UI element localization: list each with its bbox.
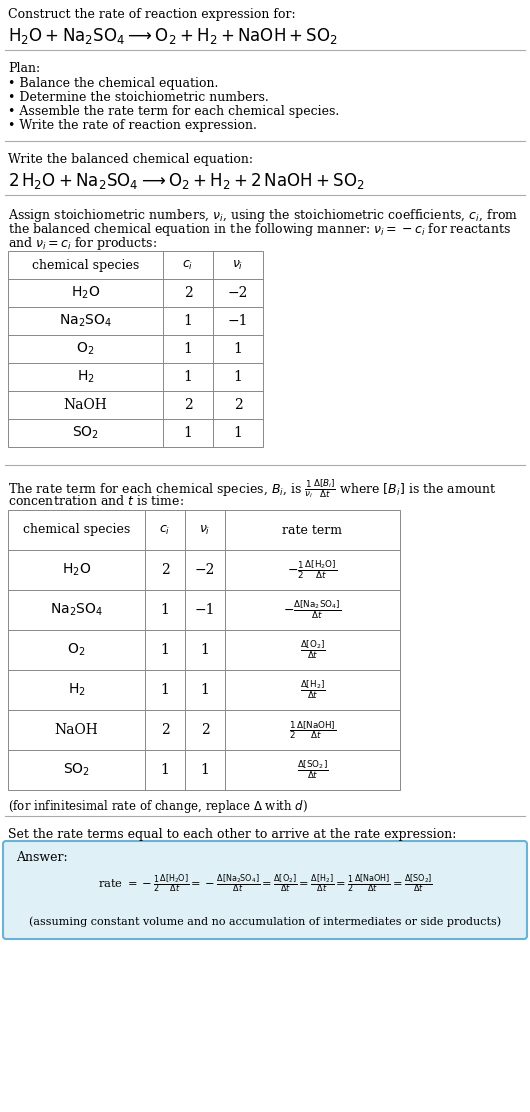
Text: $\nu_i$: $\nu_i$ <box>199 524 211 537</box>
Text: 2: 2 <box>183 286 192 300</box>
Text: 1: 1 <box>161 643 170 657</box>
Text: 2: 2 <box>201 723 209 737</box>
Text: the balanced chemical equation in the following manner: $\nu_i = -c_i$ for react: the balanced chemical equation in the fo… <box>8 221 511 238</box>
Text: • Write the rate of reaction expression.: • Write the rate of reaction expression. <box>8 119 257 132</box>
Text: $\mathrm{O_2}$: $\mathrm{O_2}$ <box>67 642 86 658</box>
Text: Plan:: Plan: <box>8 62 40 75</box>
Text: $c_i$: $c_i$ <box>182 258 193 271</box>
Text: $\mathrm{Na_2SO_4}$: $\mathrm{Na_2SO_4}$ <box>50 602 103 618</box>
Text: 1: 1 <box>161 763 170 777</box>
Text: $\frac{\Delta[\mathrm{O_2}]}{\Delta t}$: $\frac{\Delta[\mathrm{O_2}]}{\Delta t}$ <box>299 638 325 662</box>
Text: −1: −1 <box>195 603 215 617</box>
Text: 1: 1 <box>183 426 192 440</box>
Text: −1: −1 <box>228 314 248 328</box>
Text: 1: 1 <box>234 426 242 440</box>
Text: 1: 1 <box>200 763 209 777</box>
Text: $\mathrm{SO_2}$: $\mathrm{SO_2}$ <box>63 762 90 778</box>
Text: 1: 1 <box>183 314 192 328</box>
Text: $\mathrm{H_2}$: $\mathrm{H_2}$ <box>77 369 94 385</box>
Text: 1: 1 <box>234 342 242 356</box>
Text: NaOH: NaOH <box>64 398 108 413</box>
Text: • Assemble the rate term for each chemical species.: • Assemble the rate term for each chemic… <box>8 105 339 118</box>
Text: 1: 1 <box>183 342 192 356</box>
Text: $\mathrm{O_2}$: $\mathrm{O_2}$ <box>76 340 95 357</box>
Text: rate $= -\frac{1}{2}\frac{\Delta[\mathrm{H_2O}]}{\Delta t}= -\frac{\Delta[\mathr: rate $= -\frac{1}{2}\frac{\Delta[\mathrm… <box>98 872 432 895</box>
Text: $-\frac{1}{2}\frac{\Delta[\mathrm{H_2O}]}{\Delta t}$: $-\frac{1}{2}\frac{\Delta[\mathrm{H_2O}]… <box>287 558 338 582</box>
Text: concentration and $t$ is time:: concentration and $t$ is time: <box>8 494 184 508</box>
Text: Set the rate terms equal to each other to arrive at the rate expression:: Set the rate terms equal to each other t… <box>8 828 456 841</box>
Text: $\frac{\Delta[\mathrm{H_2}]}{\Delta t}$: $\frac{\Delta[\mathrm{H_2}]}{\Delta t}$ <box>299 678 325 702</box>
Text: • Determine the stoichiometric numbers.: • Determine the stoichiometric numbers. <box>8 91 269 105</box>
Text: Assign stoichiometric numbers, $\nu_i$, using the stoichiometric coefficients, $: Assign stoichiometric numbers, $\nu_i$, … <box>8 207 518 224</box>
Text: and $\nu_i = c_i$ for products:: and $\nu_i = c_i$ for products: <box>8 235 157 252</box>
Text: 1: 1 <box>183 370 192 384</box>
Text: • Balance the chemical equation.: • Balance the chemical equation. <box>8 77 218 90</box>
Text: $c_i$: $c_i$ <box>160 524 171 537</box>
Text: chemical species: chemical species <box>32 258 139 271</box>
Text: rate term: rate term <box>282 524 342 536</box>
Text: (for infinitesimal rate of change, replace $\Delta$ with $d$): (for infinitesimal rate of change, repla… <box>8 798 308 815</box>
Text: $-\frac{\Delta[\mathrm{Na_2SO_4}]}{\Delta t}$: $-\frac{\Delta[\mathrm{Na_2SO_4}]}{\Delt… <box>284 598 341 622</box>
FancyBboxPatch shape <box>3 841 527 939</box>
Text: −2: −2 <box>228 286 248 300</box>
Text: $\mathrm{H_2O + Na_2SO_4 \longrightarrow O_2 + H_2 + NaOH + SO_2}$: $\mathrm{H_2O + Na_2SO_4 \longrightarrow… <box>8 26 338 46</box>
Text: 1: 1 <box>234 370 242 384</box>
Text: $\mathrm{H_2}$: $\mathrm{H_2}$ <box>68 682 85 698</box>
Text: $\mathrm{H_2O}$: $\mathrm{H_2O}$ <box>62 562 91 578</box>
Text: (assuming constant volume and no accumulation of intermediates or side products): (assuming constant volume and no accumul… <box>29 916 501 926</box>
Text: $\frac{\Delta[\mathrm{SO_2}]}{\Delta t}$: $\frac{\Delta[\mathrm{SO_2}]}{\Delta t}$ <box>297 758 328 782</box>
Text: 1: 1 <box>161 603 170 617</box>
Text: $\mathrm{H_2O}$: $\mathrm{H_2O}$ <box>71 285 100 301</box>
Text: Write the balanced chemical equation:: Write the balanced chemical equation: <box>8 153 253 166</box>
Text: chemical species: chemical species <box>23 524 130 536</box>
Text: Answer:: Answer: <box>16 851 68 864</box>
Bar <box>8 510 400 790</box>
Text: The rate term for each chemical species, $B_i$, is $\frac{1}{\nu_i}\frac{\Delta[: The rate term for each chemical species,… <box>8 477 497 499</box>
Text: 2: 2 <box>161 723 170 737</box>
Text: 1: 1 <box>161 683 170 697</box>
Text: 2: 2 <box>161 563 170 577</box>
Text: 2: 2 <box>234 398 242 413</box>
Text: $\mathrm{SO_2}$: $\mathrm{SO_2}$ <box>72 425 99 441</box>
Text: NaOH: NaOH <box>55 723 99 737</box>
Text: −2: −2 <box>195 563 215 577</box>
Text: 2: 2 <box>183 398 192 413</box>
Text: Construct the rate of reaction expression for:: Construct the rate of reaction expressio… <box>8 8 296 21</box>
Text: 1: 1 <box>200 643 209 657</box>
Text: $\mathrm{2\,H_2O + Na_2SO_4 \longrightarrow O_2 + H_2 + 2\,NaOH + SO_2}$: $\mathrm{2\,H_2O + Na_2SO_4 \longrightar… <box>8 171 365 191</box>
Text: $\frac{1}{2}\frac{\Delta[\mathrm{NaOH}]}{\Delta t}$: $\frac{1}{2}\frac{\Delta[\mathrm{NaOH}]}… <box>289 719 336 741</box>
Bar <box>8 251 263 447</box>
Text: $\mathrm{Na_2SO_4}$: $\mathrm{Na_2SO_4}$ <box>59 312 112 329</box>
Text: 1: 1 <box>200 683 209 697</box>
Text: $\nu_i$: $\nu_i$ <box>232 258 244 271</box>
